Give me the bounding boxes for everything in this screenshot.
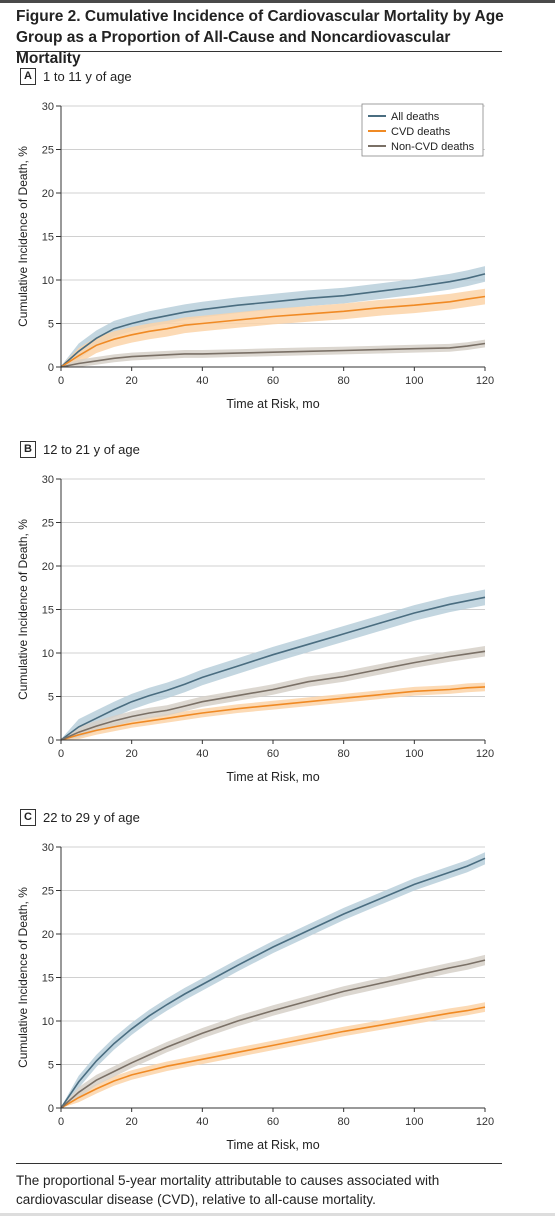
- y-tick-label: 15: [42, 605, 54, 617]
- panel-a-label: 1 to 11 y of age: [43, 69, 132, 84]
- x-tick-label: 0: [58, 1116, 64, 1128]
- panel-b-header: B 12 to 21 y of age: [20, 441, 140, 458]
- x-tick-label: 100: [405, 375, 423, 387]
- series-line-noncvd: [60, 342, 486, 368]
- x-tick-label: 60: [267, 1116, 279, 1128]
- y-tick-label: 30: [42, 842, 54, 854]
- x-tick-label: 80: [338, 375, 350, 387]
- x-tick-label: 40: [196, 748, 208, 760]
- chart-panel-b: 0 5 10 15 20 25 30 0 20 40 60 80 100 120 Time at Risk,…: [16, 474, 494, 784]
- series-line-cvd: [60, 295, 486, 368]
- chart-panel-a: 0 5 10 15 20 25 30 0 20 40 60 80 100 120 Time at Risk,…: [16, 101, 494, 411]
- y-tick-label: 25: [42, 518, 54, 530]
- y-tick-label: 0: [48, 1103, 54, 1115]
- y-tick-label: 10: [42, 1016, 54, 1028]
- y-tick-label: 0: [48, 735, 54, 747]
- x-axis-title: Time at Risk, mo: [226, 1138, 319, 1152]
- chart-panel-c: 0 5 10 15 20 25 30 0 20 40 60 80 100 120 Time at Risk,…: [16, 842, 494, 1152]
- y-tick-label: 10: [42, 648, 54, 660]
- y-tick-label: 0: [48, 362, 54, 374]
- panel-a-letter: A: [20, 68, 36, 85]
- x-tick-label: 60: [267, 375, 279, 387]
- x-tick-label: 120: [476, 375, 494, 387]
- x-tick-label: 60: [267, 748, 279, 760]
- x-tick-label: 20: [126, 748, 138, 760]
- legend-label-cvd: CVD deaths: [391, 126, 451, 138]
- panel-c-header: C 22 to 29 y of age: [20, 809, 140, 826]
- y-tick-label: 20: [42, 188, 54, 200]
- confidence-band-all: [61, 852, 485, 1108]
- x-tick-label: 120: [476, 748, 494, 760]
- confidence-band-all: [61, 589, 485, 740]
- x-tick-label: 20: [126, 1116, 138, 1128]
- panel-b-letter: B: [20, 441, 36, 458]
- confidence-band-cvd: [61, 1002, 485, 1108]
- series-line-all: [60, 857, 486, 1109]
- y-tick-label: 5: [48, 1060, 54, 1072]
- confidence-band-cvd: [61, 682, 485, 740]
- title-rule: [16, 51, 502, 52]
- panel-c-label: 22 to 29 y of age: [43, 810, 140, 825]
- x-tick-label: 40: [196, 1116, 208, 1128]
- figure-title: Figure 2. Cumulative Incidence of Cardio…: [16, 8, 504, 67]
- x-axis-title: Time at Risk, mo: [226, 770, 319, 784]
- y-tick-label: 5: [48, 319, 54, 331]
- y-tick-label: 10: [42, 275, 54, 287]
- panel-c-letter: C: [20, 809, 36, 826]
- x-tick-label: 100: [405, 748, 423, 760]
- bottom-rule: [0, 1213, 555, 1216]
- y-axis-title: Cumulative Incidence of Death, %: [16, 519, 30, 700]
- series-line-cvd: [60, 686, 486, 741]
- confidence-band-noncvd: [61, 339, 485, 367]
- x-tick-label: 80: [338, 748, 350, 760]
- x-tick-label: 80: [338, 1116, 350, 1128]
- caption-rule: [16, 1163, 502, 1164]
- panel-b-label: 12 to 21 y of age: [43, 442, 140, 457]
- figure-caption: The proportional 5-year mortality attrib…: [16, 1173, 440, 1207]
- y-tick-label: 15: [42, 973, 54, 985]
- series-line-noncvd: [60, 959, 486, 1109]
- x-tick-label: 20: [126, 375, 138, 387]
- x-tick-label: 0: [58, 375, 64, 387]
- x-axis-title: Time at Risk, mo: [226, 397, 319, 411]
- y-tick-label: 25: [42, 145, 54, 157]
- legend-label-noncvd: Non-CVD deaths: [391, 141, 475, 153]
- y-tick-label: 5: [48, 692, 54, 704]
- x-tick-label: 120: [476, 1116, 494, 1128]
- series-line-all: [60, 273, 486, 368]
- x-tick-label: 40: [196, 375, 208, 387]
- y-axis-title: Cumulative Incidence of Death, %: [16, 887, 30, 1068]
- y-tick-label: 30: [42, 101, 54, 113]
- y-tick-label: 20: [42, 561, 54, 573]
- y-tick-label: 20: [42, 929, 54, 941]
- x-tick-label: 0: [58, 748, 64, 760]
- y-axis-title: Cumulative Incidence of Death, %: [16, 146, 30, 327]
- series-line-all: [60, 596, 486, 741]
- x-tick-label: 100: [405, 1116, 423, 1128]
- y-tick-label: 25: [42, 886, 54, 898]
- top-rule: [0, 0, 555, 3]
- series-line-noncvd: [60, 650, 486, 741]
- legend-label-all: All deaths: [391, 111, 440, 123]
- series-line-cvd: [60, 1006, 486, 1109]
- y-tick-label: 15: [42, 232, 54, 244]
- panel-a-header: A 1 to 11 y of age: [20, 68, 132, 85]
- y-tick-label: 30: [42, 474, 54, 486]
